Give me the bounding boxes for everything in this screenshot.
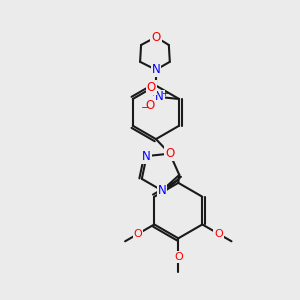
Text: N: N [142,150,151,163]
Text: O: O [151,31,160,44]
Text: O: O [147,81,156,94]
Text: O: O [146,99,155,112]
Text: −: − [141,103,150,113]
Text: +: + [161,88,168,98]
Text: N: N [158,184,166,197]
Text: O: O [174,252,183,262]
Text: O: O [165,147,174,160]
Text: O: O [214,229,223,239]
Text: N: N [152,63,160,76]
Text: O: O [134,229,142,239]
Text: N: N [155,91,164,103]
